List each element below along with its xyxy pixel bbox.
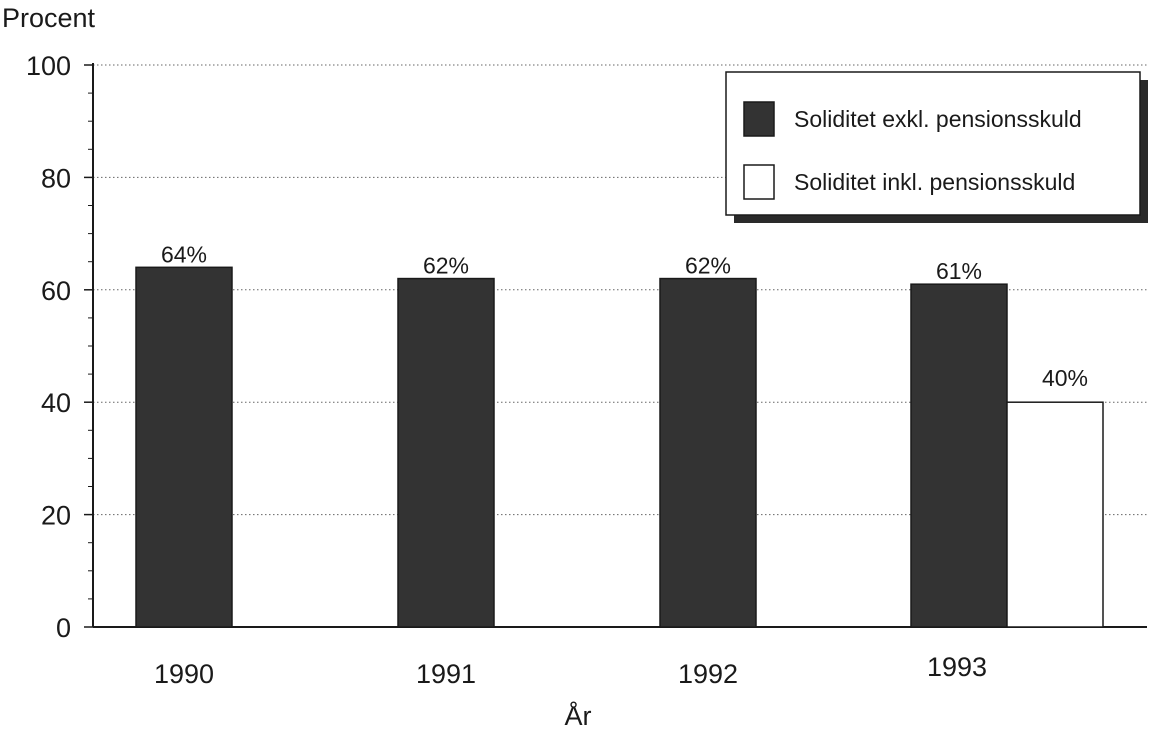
legend-label-exkl: Soliditet exkl. pensionsskuld xyxy=(794,106,1082,132)
bar-1993-exkl xyxy=(910,283,1008,628)
axes: 0 20 40 60 80 100 1990 1991 1992 1993 xyxy=(26,51,1147,689)
x-tick-label-1990: 1990 xyxy=(154,659,214,689)
bar-1993-inkl xyxy=(1006,401,1104,628)
data-label-1992-exkl: 62% xyxy=(685,253,731,279)
y-tick-label-100: 100 xyxy=(26,51,71,81)
x-tick-label-1993: 1993 xyxy=(927,652,987,682)
y-tick-label-0: 0 xyxy=(56,613,71,643)
legend-swatch-exkl xyxy=(743,101,775,137)
y-tick-label-80: 80 xyxy=(41,163,71,193)
data-labels: 64% 62% 62% 61% 40% xyxy=(161,241,1088,391)
y-tick-label-60: 60 xyxy=(41,276,71,306)
legend-label-inkl: Soliditet inkl. pensionsskuld xyxy=(794,169,1075,195)
bar-1990-exkl xyxy=(135,266,233,628)
data-label-1991-exkl: 62% xyxy=(423,253,469,279)
x-tick-label-1991: 1991 xyxy=(416,659,476,689)
x-tick-label-1992: 1992 xyxy=(678,659,738,689)
bar-1991-exkl xyxy=(397,277,495,628)
x-axis-title: År xyxy=(565,700,592,731)
legend-box xyxy=(725,71,1141,216)
data-label-1993-exkl: 61% xyxy=(936,258,982,284)
legend: Soliditet exkl. pensionsskuld Soliditet i… xyxy=(725,71,1148,223)
bars xyxy=(135,266,1104,628)
data-label-1993-inkl: 40% xyxy=(1042,365,1088,391)
y-tick-label-40: 40 xyxy=(41,388,71,418)
legend-swatch-inkl xyxy=(743,164,775,200)
y-axis-title: Procent xyxy=(2,3,96,33)
bar-1992-exkl xyxy=(659,277,757,628)
data-label-1990-exkl: 64% xyxy=(161,241,207,267)
y-tick-label-20: 20 xyxy=(41,501,71,531)
